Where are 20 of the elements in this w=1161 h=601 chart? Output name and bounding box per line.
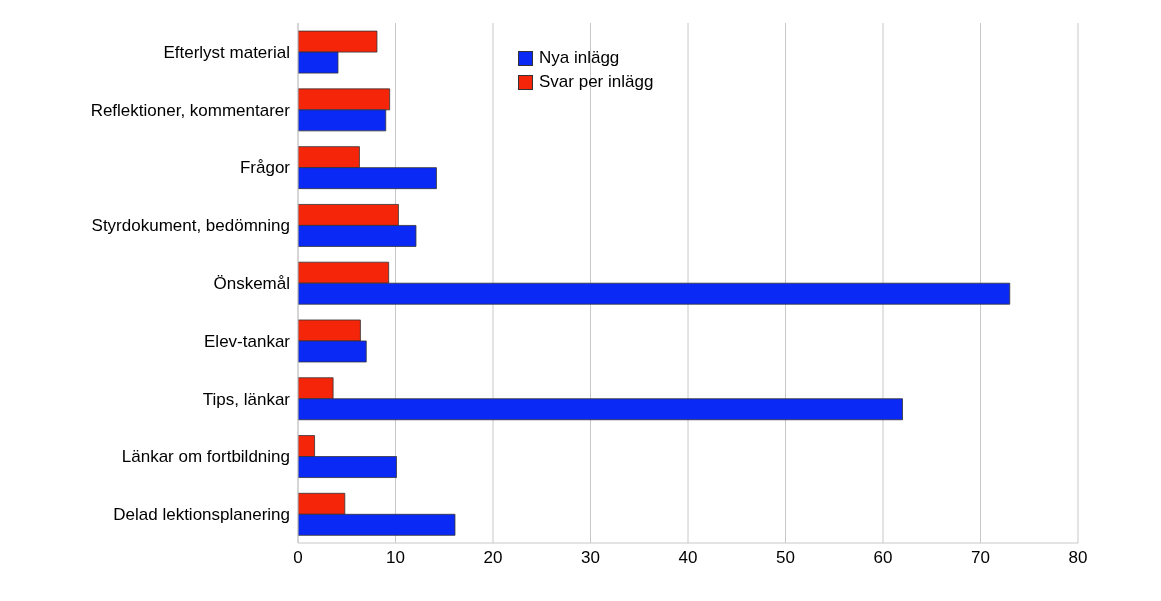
- x-tick-label: 0: [293, 548, 303, 568]
- y-tick-label: Delad lektionsplanering: [113, 505, 290, 525]
- x-tick-label: 70: [971, 548, 990, 568]
- y-tick-label: Styrdokument, bedömning: [91, 216, 290, 236]
- y-tick-label: Tips, länkar: [202, 389, 291, 409]
- x-tick-label: 80: [1068, 548, 1088, 568]
- legend-label: Svar per inlägg: [539, 72, 654, 92]
- y-tick-label: Reflektioner, kommentarer: [90, 100, 291, 120]
- y-tick-label: Elev-tankar: [204, 331, 291, 351]
- x-tick-label: 30: [581, 548, 600, 568]
- x-tick-label: 40: [678, 548, 698, 568]
- y-tick-label: Frågor: [239, 158, 291, 178]
- y-tick-label: Önskemål: [213, 274, 290, 294]
- x-tick-label: 50: [776, 548, 795, 568]
- legend-label: Nya inlägg: [539, 48, 620, 68]
- y-tick-label: Efterlyst material: [163, 42, 290, 62]
- x-tick-label: 60: [873, 548, 893, 568]
- x-tick-label: 10: [386, 548, 405, 568]
- x-tick-label: 20: [483, 548, 503, 568]
- y-tick-label: Länkar om fortbildning: [121, 447, 290, 467]
